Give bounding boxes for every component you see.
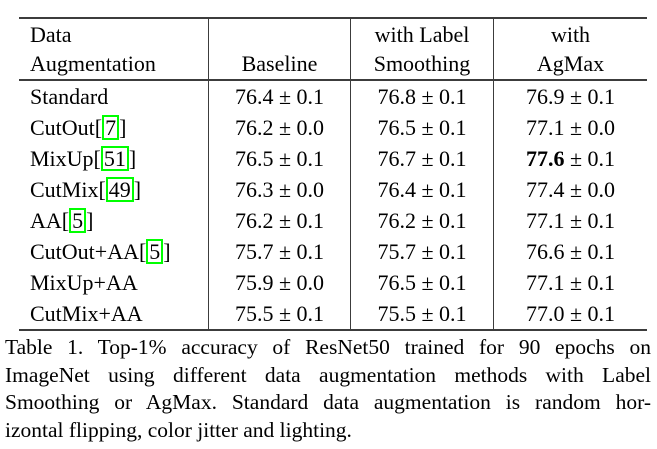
baseline-value: 76.2 ± 0.0 <box>208 112 350 143</box>
method-cell: AA[5] <box>19 205 208 236</box>
agmax-error: ± 0.1 <box>564 270 616 295</box>
method-cell: CutMix[49] <box>19 174 208 205</box>
header-line: Augmentation <box>30 51 156 76</box>
table-body: Standard 76.4 ± 0.1 76.8 ± 0.1 76.9 ± 0.… <box>19 81 647 329</box>
table-header-row: Data Augmentation Baseline with Label Sm… <box>19 19 647 81</box>
label-smoothing-value: 76.5 ± 0.1 <box>350 267 493 298</box>
table-row: CutOut+AA[5] 75.7 ± 0.1 75.7 ± 0.1 76.6 … <box>19 236 647 267</box>
results-table: Data Augmentation Baseline with Label Sm… <box>19 17 647 331</box>
agmax-value: 76.6 ± 0.1 <box>493 236 647 267</box>
label-smoothing-value: 76.4 ± 0.1 <box>350 174 493 205</box>
label-smoothing-value: 76.7 ± 0.1 <box>350 143 493 174</box>
header-line <box>209 20 350 49</box>
caption-line: ImageNet using different data augmentati… <box>5 362 651 387</box>
baseline-value: 75.9 ± 0.0 <box>208 267 350 298</box>
method-cell: CutMix+AA <box>19 298 208 329</box>
agmax-score: 77.1 <box>525 270 565 295</box>
citation-link-box[interactable]: 51 <box>100 146 129 171</box>
baseline-value: 76.2 ± 0.1 <box>208 205 350 236</box>
method-name: CutMix+AA <box>30 301 143 326</box>
baseline-value: 75.7 ± 0.1 <box>208 236 350 267</box>
method-name: MixUp+AA <box>30 270 138 295</box>
baseline-value: 76.5 ± 0.1 <box>208 143 350 174</box>
method-name: AA[ <box>30 208 70 233</box>
header-cell-agmax: with AgMax <box>493 19 647 79</box>
label-smoothing-value: 76.2 ± 0.1 <box>350 205 493 236</box>
agmax-error: ± 0.1 <box>564 84 616 109</box>
baseline-value: 76.4 ± 0.1 <box>208 81 350 112</box>
header-line: with <box>550 22 591 47</box>
citation-link-box[interactable]: 49 <box>105 177 134 202</box>
agmax-value: 77.1 ± 0.1 <box>493 267 647 298</box>
table-row: AA[5] 76.2 ± 0.1 76.2 ± 0.1 77.1 ± 0.1 <box>19 205 647 236</box>
citation-link-box[interactable]: 7 <box>102 115 120 140</box>
table-row: MixUp+AA 75.9 ± 0.0 76.5 ± 0.1 77.1 ± 0.… <box>19 267 647 298</box>
label-smoothing-value: 76.8 ± 0.1 <box>350 81 493 112</box>
header-cell-label-smoothing: with Label Smoothing <box>350 19 493 79</box>
method-name: MixUp[ <box>30 146 101 171</box>
table-caption: Table 1. Top-1% accuracy of ResNet50 tra… <box>5 334 651 445</box>
agmax-score: 76.9 <box>525 84 565 109</box>
agmax-score: 76.6 <box>525 239 565 264</box>
header-cell-baseline: Baseline <box>208 19 350 79</box>
agmax-error: ± 0.1 <box>564 301 616 326</box>
header-line: AgMax <box>536 51 605 76</box>
caption-line: Smoothing or AgMax. Standard data augmen… <box>5 390 651 415</box>
label-smoothing-value: 75.5 ± 0.1 <box>350 298 493 329</box>
citation-link-box[interactable]: 5 <box>146 239 164 264</box>
agmax-value: 77.0 ± 0.1 <box>493 298 647 329</box>
agmax-value: 77.1 ± 0.0 <box>493 112 647 143</box>
header-line: with Label <box>374 22 470 47</box>
agmax-value: 77.6 ± 0.1 <box>493 143 647 174</box>
agmax-score: 77.1 <box>525 115 565 140</box>
table-row: CutMix[49] 76.3 ± 0.0 76.4 ± 0.1 77.4 ± … <box>19 174 647 205</box>
table-row: CutMix+AA 75.5 ± 0.1 75.5 ± 0.1 77.0 ± 0… <box>19 298 647 329</box>
agmax-value: 76.9 ± 0.1 <box>493 81 647 112</box>
method-name-suffix: ] <box>119 115 127 140</box>
agmax-error: ± 0.1 <box>564 239 616 264</box>
method-name-suffix: ] <box>133 177 142 202</box>
agmax-error: ± 0.0 <box>564 177 616 202</box>
baseline-value: 76.3 ± 0.0 <box>208 174 350 205</box>
method-name: CutMix[ <box>30 177 106 202</box>
agmax-error: ± 0.1 <box>564 208 616 233</box>
agmax-error: ± 0.1 <box>564 146 616 171</box>
agmax-error: ± 0.0 <box>564 115 616 140</box>
agmax-score: 77.0 <box>525 301 565 326</box>
header-line: Smoothing <box>373 51 471 76</box>
agmax-value: 77.1 ± 0.1 <box>493 205 647 236</box>
label-smoothing-value: 75.7 ± 0.1 <box>350 236 493 267</box>
table-row: CutOut[7] 76.2 ± 0.0 76.5 ± 0.1 77.1 ± 0… <box>19 112 647 143</box>
table-row: Standard 76.4 ± 0.1 76.8 ± 0.1 76.9 ± 0.… <box>19 81 647 112</box>
method-name: CutOut+AA[ <box>30 239 147 264</box>
header-line: Data <box>30 22 72 47</box>
method-name-suffix: ] <box>86 208 94 233</box>
baseline-value: 75.5 ± 0.1 <box>208 298 350 329</box>
agmax-score: 77.1 <box>525 208 565 233</box>
method-cell: MixUp+AA <box>19 267 208 298</box>
citation-link-box[interactable]: 5 <box>69 208 87 233</box>
method-name-suffix: ] <box>163 239 171 264</box>
agmax-value: 77.4 ± 0.0 <box>493 174 647 205</box>
label-smoothing-value: 76.5 ± 0.1 <box>350 112 493 143</box>
method-cell: MixUp[51] <box>19 143 208 174</box>
header-cell-data-augmentation: Data Augmentation <box>19 19 208 79</box>
method-cell: CutOut+AA[5] <box>19 236 208 267</box>
agmax-score: 77.4 <box>525 177 565 202</box>
agmax-score: 77.6 <box>525 146 565 171</box>
caption-line: izontal flipping, color jitter and light… <box>5 418 352 443</box>
method-name: Standard <box>30 84 109 109</box>
method-cell: Standard <box>19 81 208 112</box>
header-line: Baseline <box>241 51 318 76</box>
method-name-suffix: ] <box>128 146 137 171</box>
table-row: MixUp[51] 76.5 ± 0.1 76.7 ± 0.1 77.6 ± 0… <box>19 143 647 174</box>
method-name: CutOut[ <box>30 115 103 140</box>
method-cell: CutOut[7] <box>19 112 208 143</box>
caption-line: Table 1. Top-1% accuracy of ResNet50 tra… <box>5 335 651 359</box>
